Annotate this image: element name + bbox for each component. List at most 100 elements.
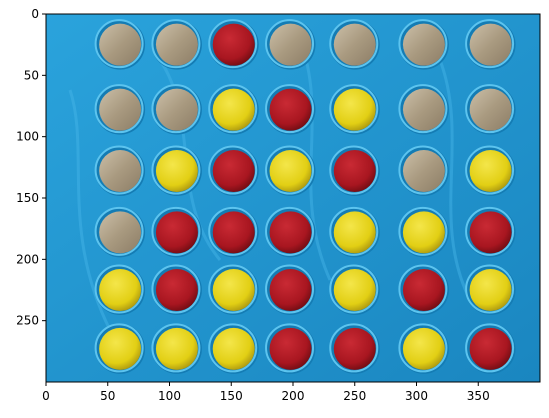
cell-rim: [151, 206, 201, 256]
yellow-disc: [402, 327, 445, 370]
cell-r6-c4-red: [265, 323, 316, 374]
slot-shadow: [469, 44, 487, 66]
slot-shadow: [99, 109, 116, 131]
empty-slot: [99, 211, 142, 254]
board-cells: [94, 19, 516, 374]
cell-rim: [398, 323, 448, 373]
cell-r4-c5-yellow: [329, 206, 380, 258]
cell-rim: [329, 84, 379, 134]
cell-r1-c1-empty: [94, 19, 146, 70]
red-disc: [269, 211, 312, 254]
red-disc: [269, 88, 312, 131]
cell-rim: [94, 84, 144, 134]
cell-r4-c3-red: [208, 206, 259, 258]
cell-rim: [465, 19, 515, 69]
cell-rim: [265, 84, 315, 134]
cell-rim: [465, 145, 515, 195]
cell-r4-c6-yellow: [398, 206, 449, 258]
x-tick-label: 200: [282, 389, 305, 403]
cell-rim: [329, 264, 379, 314]
cell-r1-c6-empty: [398, 19, 449, 70]
slot-shadow: [99, 232, 116, 254]
red-disc: [212, 211, 255, 254]
cell-r3-c5-red: [329, 145, 380, 197]
slot-shadow: [333, 44, 351, 66]
cell-r3-c4-yellow: [265, 145, 316, 197]
red-disc: [212, 150, 255, 193]
cell-r1-c7-empty: [465, 19, 516, 70]
cell-rim: [329, 145, 379, 195]
x-tick-label: 350: [467, 389, 490, 403]
cell-r1-c3-red: [208, 19, 259, 70]
cell-r4-c7-red: [465, 206, 516, 258]
cell-rim: [151, 323, 201, 373]
cell-r1-c2-empty: [151, 19, 202, 70]
slot-shadow: [155, 44, 173, 66]
cell-r3-c3-red: [208, 145, 259, 197]
red-disc: [333, 150, 376, 193]
red-disc: [333, 327, 376, 370]
cell-r6-c3-yellow: [208, 323, 259, 374]
cell-r2-c6-empty: [398, 84, 449, 135]
red-disc: [212, 23, 255, 66]
cell-rim: [208, 264, 258, 314]
cell-rim: [208, 145, 258, 195]
board-relief-0: [68, 89, 112, 331]
empty-slot: [402, 88, 445, 131]
cell-rim: [329, 19, 379, 69]
cell-r5-c5-yellow: [329, 264, 380, 315]
cell-r2-c4-red: [265, 84, 316, 135]
yellow-disc: [333, 211, 376, 254]
cell-r4-c1-empty: [94, 206, 146, 258]
yellow-disc: [469, 150, 512, 193]
slot-shadow: [269, 44, 287, 66]
yellow-disc: [212, 269, 255, 311]
yellow-disc: [155, 327, 198, 370]
yellow-disc: [469, 269, 512, 311]
y-tick-label: 150: [16, 191, 39, 205]
cell-r6-c1-yellow: [94, 323, 146, 374]
slot-shadow: [402, 109, 420, 131]
cell-rim: [465, 264, 515, 314]
cell-rim: [465, 323, 515, 373]
cell-rim: [465, 206, 515, 256]
red-disc: [155, 269, 198, 311]
cell-r3-c7-yellow: [465, 145, 516, 197]
cell-r2-c3-yellow: [208, 84, 259, 135]
yellow-disc: [155, 150, 198, 193]
x-tick-label: 0: [42, 389, 50, 403]
red-disc: [269, 327, 312, 370]
yellow-disc: [99, 269, 142, 311]
empty-slot: [99, 88, 142, 131]
cell-r6-c5-red: [329, 323, 380, 374]
red-disc: [269, 269, 312, 311]
slot-shadow: [469, 109, 487, 131]
empty-slot: [99, 23, 142, 66]
cell-r1-c5-empty: [329, 19, 380, 70]
cell-r4-c4-red: [265, 206, 316, 258]
cell-rim: [94, 206, 144, 256]
x-tick-label: 100: [158, 389, 181, 403]
x-axis: 0 50 100 150 200 250 300 350: [42, 382, 490, 403]
yellow-disc: [402, 211, 445, 254]
cell-r6-c2-yellow: [151, 323, 202, 374]
cell-rim: [208, 84, 258, 134]
yellow-disc: [212, 88, 255, 131]
cell-rim: [94, 19, 144, 69]
cell-rim: [465, 84, 515, 134]
empty-slot: [402, 150, 445, 193]
cell-rim: [94, 323, 144, 373]
slot-shadow: [99, 171, 116, 193]
y-tick-label: 250: [16, 314, 39, 328]
cell-r1-c4-empty: [265, 19, 316, 70]
empty-slot: [269, 23, 312, 66]
cell-rim: [265, 323, 315, 373]
slot-shadow: [402, 171, 420, 193]
cell-r6-c7-red: [465, 323, 516, 374]
red-disc: [155, 211, 198, 254]
cell-r5-c1-yellow: [94, 264, 146, 315]
cell-rim: [151, 19, 201, 69]
yellow-disc: [269, 150, 312, 193]
cell-r5-c3-yellow: [208, 264, 259, 315]
